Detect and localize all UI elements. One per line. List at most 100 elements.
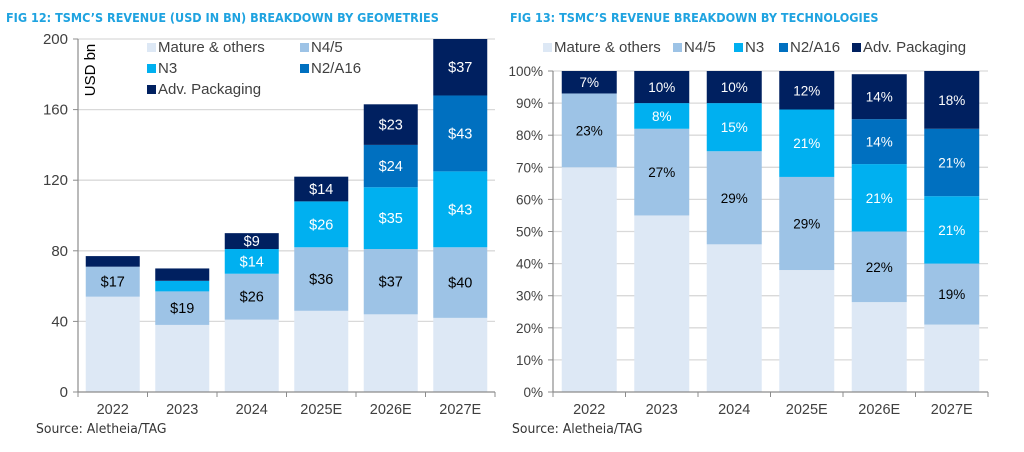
chart13-xtick-label: 2025E bbox=[786, 402, 828, 418]
chart13-bar-n4-5-2024 bbox=[706, 151, 762, 245]
chart13-data-label: 29% bbox=[721, 191, 748, 206]
chart12-data-label: $23 bbox=[379, 118, 403, 134]
chart12-data-label: $26 bbox=[240, 290, 264, 306]
chart13-bar-mature-others-2026E bbox=[851, 302, 907, 392]
chart12-bar-mature-others-2026E bbox=[363, 314, 418, 392]
chart12-xtick-label: 2024 bbox=[236, 402, 268, 418]
fig13-legend-swatch bbox=[852, 43, 861, 52]
fig13-legend-swatch bbox=[734, 43, 743, 52]
chart13-bar-n3-2025E bbox=[779, 109, 835, 177]
fig12-title: FIG 12: TSMC’S REVENUE (USD IN BN) BREAK… bbox=[6, 10, 439, 25]
chart13-bar-adv-packaging-2026E bbox=[851, 74, 907, 120]
chart13-data-label: 22% bbox=[866, 260, 893, 275]
chart12-bar-n4-5-2022 bbox=[85, 266, 140, 297]
chart12-xtick-label: 2025E bbox=[300, 402, 342, 418]
chart13-xtick-label: 2024 bbox=[718, 402, 750, 418]
chart13-data-label: 12% bbox=[793, 83, 820, 98]
chart12-data-label: $14 bbox=[240, 254, 264, 270]
fig12-legend-swatch bbox=[147, 64, 156, 73]
chart13-ytick-label: 30% bbox=[516, 289, 543, 304]
chart12-y-axis-label: USD bn bbox=[82, 44, 99, 97]
chart12-xtick-label: 2023 bbox=[166, 402, 198, 418]
chart13-ytick-label: 40% bbox=[516, 257, 543, 272]
chart13-bar-adv-packaging-2027E bbox=[924, 71, 980, 129]
chart12-bar-n4-5-2025E bbox=[294, 247, 349, 311]
chart12-data-label: $17 bbox=[101, 275, 125, 291]
chart13-data-label: 23% bbox=[576, 123, 603, 138]
chart12-bar-n3-2024 bbox=[224, 249, 279, 274]
fig13-title: FIG 13: TSMC’S REVENUE BREAKDOWN BY TECH… bbox=[510, 10, 879, 25]
chart12-bar-mature-others-2024 bbox=[224, 319, 279, 392]
chart12-bar-n4-5-2023 bbox=[155, 291, 210, 325]
chart13-ytick-label: 0% bbox=[523, 385, 543, 400]
chart12-data-label: $36 bbox=[309, 272, 333, 288]
chart13-data-label: 18% bbox=[938, 93, 965, 108]
chart12-data-label: $37 bbox=[379, 275, 403, 291]
chart12-ytick-label: 200 bbox=[43, 31, 68, 48]
chart13-bar-n4-5-2027E bbox=[924, 263, 980, 325]
chart12-bar-adv-packaging-2026E bbox=[363, 104, 418, 145]
chart13-data-label: 14% bbox=[866, 90, 893, 105]
chart12-data-label: $19 bbox=[170, 301, 194, 317]
chart12-data-label: $26 bbox=[309, 217, 333, 233]
chart12-data-label: $37 bbox=[448, 60, 472, 76]
chart12-bar-adv-packaging-2023 bbox=[155, 268, 210, 281]
chart13-bar-n4-5-2022 bbox=[561, 93, 617, 168]
chart13-ytick-label: 50% bbox=[516, 225, 543, 240]
chart13-bar-mature-others-2027E bbox=[924, 324, 980, 392]
chart13-data-label: 8% bbox=[652, 109, 672, 124]
chart12-data-label: $40 bbox=[448, 276, 472, 292]
chart13-bar-n2-a16-2026E bbox=[851, 119, 907, 165]
chart13-bar-n3-2024 bbox=[706, 103, 762, 152]
chart13-bar-adv-packaging-2024 bbox=[706, 71, 762, 104]
chart12-bar-n3-2025E bbox=[294, 201, 349, 248]
chart13-bar-n4-5-2025E bbox=[779, 176, 835, 271]
chart12-bar-mature-others-2023 bbox=[155, 324, 210, 392]
chart12-bar-adv-packaging-2025E bbox=[294, 176, 349, 202]
chart13-data-label: 10% bbox=[721, 80, 748, 95]
chart13-bar-n3-2027E bbox=[924, 196, 980, 264]
chart13-xtick-label: 2026E bbox=[858, 402, 900, 418]
chart13-ytick-label: 10% bbox=[516, 353, 543, 368]
chart12-bar-n3-2023 bbox=[155, 280, 210, 292]
chart12-bar-adv-packaging-2022 bbox=[85, 256, 140, 267]
fig13-legend-swatch bbox=[779, 43, 788, 52]
fig13-legend-swatch bbox=[543, 43, 552, 52]
chart12-data-label: $35 bbox=[379, 211, 403, 227]
chart12-data-label: $14 bbox=[309, 182, 333, 198]
chart12-data-label: $24 bbox=[379, 159, 403, 175]
chart12-xtick-label: 2026E bbox=[370, 402, 412, 418]
chart12-data-label: $43 bbox=[448, 202, 472, 218]
chart12-ytick-label: 40 bbox=[51, 313, 68, 330]
chart13-ytick-label: 60% bbox=[516, 192, 543, 207]
fig12-legend-swatch bbox=[147, 43, 156, 52]
chart13-data-label: 21% bbox=[793, 136, 820, 151]
chart12-ytick-label: 0 bbox=[60, 384, 68, 401]
chart13-xtick-label: 2022 bbox=[573, 402, 605, 418]
fig12-legend-label: N3 bbox=[158, 60, 177, 77]
chart12-bar-mature-others-2027E bbox=[433, 317, 488, 392]
chart13-ytick-label: 80% bbox=[516, 128, 543, 143]
chart12-bar-n2-a16-2026E bbox=[363, 144, 418, 188]
chart13-xtick-label: 2027E bbox=[931, 402, 973, 418]
chart13-data-label: 7% bbox=[579, 75, 599, 90]
fig13-legend-label: N4/5 bbox=[684, 39, 716, 56]
chart13-bar-n4-5-2026E bbox=[851, 231, 907, 303]
chart13-data-label: 21% bbox=[938, 155, 965, 170]
fig12-legend-swatch bbox=[300, 64, 309, 73]
chart12-ytick-label: 80 bbox=[51, 243, 68, 260]
fig12-legend-label: Mature & others bbox=[158, 39, 265, 56]
chart13-bar-mature-others-2024 bbox=[706, 244, 762, 392]
chart12-data-label: $43 bbox=[448, 126, 472, 142]
chart13-bar-adv-packaging-2025E bbox=[779, 71, 835, 110]
fig12-legend-label: N2/A16 bbox=[311, 60, 361, 77]
chart12-bar-n4-5-2024 bbox=[224, 273, 279, 320]
chart13-ytick-label: 90% bbox=[516, 96, 543, 111]
chart13-data-label: 29% bbox=[793, 216, 820, 231]
chart12-ytick-label: 120 bbox=[43, 172, 68, 189]
chart12-bar-n4-5-2027E bbox=[433, 247, 488, 318]
chart12-ytick-label: 160 bbox=[43, 102, 68, 119]
chart13-data-label: 21% bbox=[938, 223, 965, 238]
chart13-ytick-label: 100% bbox=[508, 64, 543, 79]
